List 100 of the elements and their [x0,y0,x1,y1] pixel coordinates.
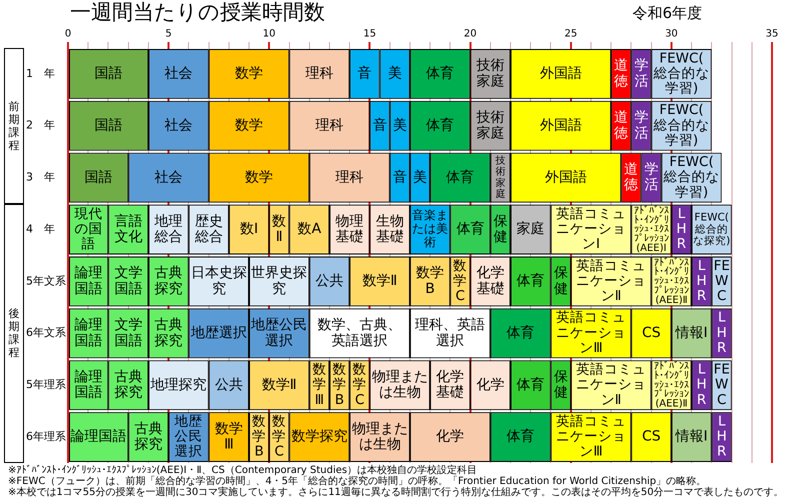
y-tick-label: 4 年 [26,222,55,236]
data-label: 数A [298,221,322,238]
y-tick-label: 6年理系 [26,430,66,443]
data-label: 体育 [426,64,454,82]
data-label: ｱﾄﾞﾊﾞﾝｽﾄ･ｲﾝｸﾞﾘｯｼｭ･ｴｸｽﾌﾟﾚｯｼｮﾝ(AEE)Ⅱ [654,256,689,306]
data-label: 技術家庭 [494,154,506,200]
data-label: 外国語 [540,117,582,134]
data-label: FEWC(総合的な学習) [662,154,720,200]
data-label: 美 [392,117,407,134]
data-label: 保健 [493,213,508,246]
data-label: 体育 [516,272,545,290]
data-label: 地歴公民選択 [174,413,203,460]
data-label: 道徳 [624,161,638,194]
data-label: 数学 [235,66,264,82]
data-label: 数学B [252,413,266,460]
y-tick-label: 5年文系 [26,274,66,288]
data-label: 公共 [214,376,243,393]
data-label: 地理総合 [154,213,183,246]
data-label: 数学Ⅲ [214,420,243,453]
data-label: 文学国語 [114,317,142,349]
data-label: 数学Ⅲ [312,362,326,408]
data-label: 化学 [436,428,464,445]
x-tick-label: 30 [665,28,678,40]
text: ※FEWC（フューク）は、前期「総合的な学習の時間」、4・5年「総合的な探究の時間」の呼称。「Frontier Education for World Citizenship」の略称。 [8,476,706,487]
data-label: 理科、英語選択 [415,317,486,349]
data-label: 物理または生物 [352,420,408,453]
data-label: 体育 [426,116,454,134]
data-label: 体育 [506,324,535,341]
data-label: 論理国語 [74,317,103,349]
data-label: 英語コミュニケーションⅡ [576,362,646,408]
x-tick-label: 15 [363,28,376,40]
y-tick-label: 3 年 [26,170,55,184]
data-label: 国語 [84,169,113,186]
data-label: 化学基礎 [436,368,464,401]
data-label: 地歴選択 [190,324,247,341]
data-label: 数学Ⅱ [362,273,398,290]
data-label: 道徳 [614,110,628,142]
y-tick-label: 1 年 [26,66,55,80]
data-label: 数学C [272,413,286,460]
data-label: 生物基礎 [376,213,404,246]
data-label: 古典探究 [154,265,183,297]
data-label: 技術家庭 [475,110,504,142]
data-label: 理科 [305,66,334,82]
data-label: 国語 [94,117,123,134]
data-label: 数学C [453,258,468,304]
data-label: 論理国語 [74,265,103,297]
data-label: 英語コミュニケーションⅠ [556,206,626,252]
data-label: 体育 [446,168,474,186]
chart-subtitle: 令和6年度 [632,4,702,22]
data-label: 物理または生物 [372,368,428,401]
data-label: FEWC(総合的な学習) [652,102,710,148]
x-tick-label: 25 [564,28,578,40]
data-label: 地理探究 [150,376,207,393]
data-label: 数学B [416,265,444,297]
data-label: CS [642,428,661,445]
data-label: 日本史探究 [190,265,247,297]
data-label: 数Ⅱ [272,213,286,246]
data-label: ｱﾄﾞﾊﾞﾝｽﾄ･ｲﾝｸﾞﾘｯｼｭ･ｴｸｽﾌﾟﾚｯｼｮﾝ(AEE)Ⅰ [634,204,669,254]
data-label: 論理国語 [74,368,103,401]
data-label: 数学B [332,362,347,408]
data-label: 学活 [634,58,648,90]
data-label: FEWC [714,362,730,408]
data-label: 文学国語 [114,265,142,297]
data-label: LHR [716,413,727,460]
data-label: 英語コミュニケーションⅢ [556,413,626,460]
data-label: 物理基礎 [336,213,364,246]
data-label: 音 [358,66,372,82]
data-label: 体育 [506,428,535,445]
data-label: 家庭 [516,221,545,238]
data-label: 情報Ⅰ [674,428,708,445]
data-label: FEWC(総合的な探究) [693,212,730,248]
data-label: 古典探究 [154,317,183,349]
data-label: 体育 [516,376,545,393]
data-label: 理科 [336,169,364,186]
data-label: LHR [696,362,707,408]
data-label: 美 [388,66,402,82]
data-label: 論理国語 [70,428,127,445]
data-label: ｱﾄﾞﾊﾞﾝｽﾄ･ｲﾝｸﾞﾘｯｼｭ･ｴｸｽﾌﾟﾚｯｼｮﾝ(AEE)Ⅱ [654,360,689,410]
data-label: 理科 [315,117,344,134]
data-label: FEWC(総合的な学習) [652,50,710,97]
data-label: 英語コミュニケーションⅡ [576,258,646,304]
data-label: 化学 [476,376,504,393]
y-tick-label: 2 年 [26,118,55,132]
data-label: 道徳 [614,58,628,90]
x-tick-label: 5 [165,28,172,40]
data-label: 外国語 [540,66,582,82]
data-label: 音 [392,169,407,186]
data-label: 技術家庭 [475,58,504,90]
data-label: 社会 [154,169,183,186]
data-label: 化学基礎 [476,265,504,297]
x-tick-label: 20 [464,28,477,40]
data-label: 国語 [94,66,123,82]
data-label: 数学、古典、英語選択 [318,317,402,349]
data-label: 社会 [164,66,193,82]
x-tick-label: 35 [766,28,778,40]
data-label: 体育 [456,220,484,238]
data-label: 数学Ⅱ [262,376,297,393]
text: 後期課程 [8,307,20,360]
data-label: 英語コミュニケーションⅢ [556,310,626,356]
data-label: 数Ⅰ [240,221,258,238]
